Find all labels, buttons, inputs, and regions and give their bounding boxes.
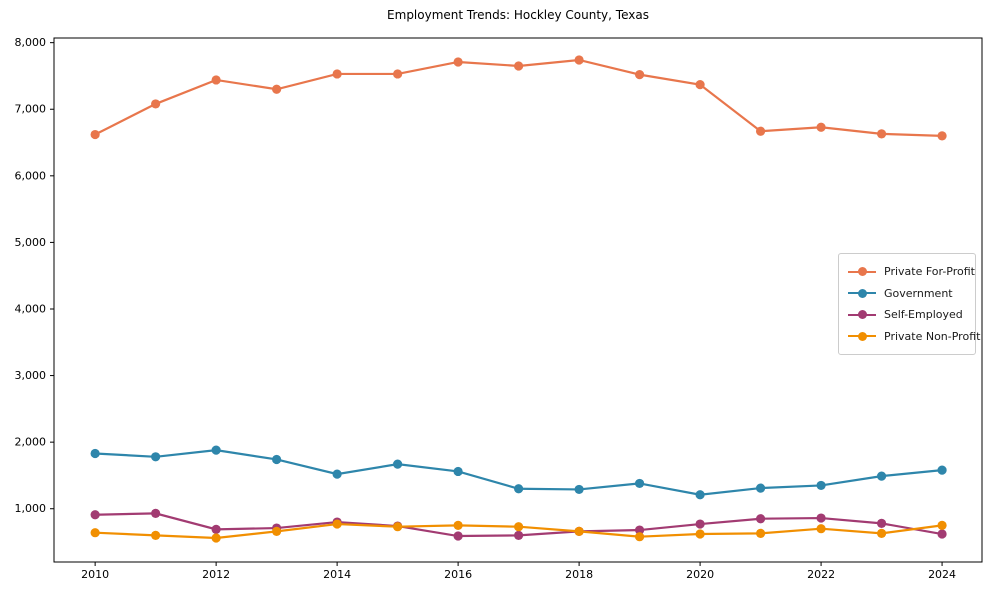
legend-marker-icon bbox=[848, 310, 876, 320]
data-point-government bbox=[574, 484, 584, 495]
data-point-self-employed bbox=[90, 510, 100, 520]
data-point-government bbox=[90, 448, 100, 459]
y-tick-label: 5,000 bbox=[15, 236, 47, 249]
data-point-private-for-profit bbox=[816, 122, 826, 132]
y-tick-label: 8,000 bbox=[15, 36, 47, 49]
x-tick-label: 2020 bbox=[686, 568, 714, 581]
y-tick-label: 2,000 bbox=[15, 436, 47, 449]
data-point-private-non-profit bbox=[272, 526, 282, 536]
data-point-private-non-profit bbox=[816, 524, 826, 534]
data-point-private-non-profit bbox=[151, 530, 161, 540]
data-point-government bbox=[816, 480, 826, 491]
x-tick-label: 2018 bbox=[565, 568, 593, 581]
legend-item-self-employed: Self-Employed bbox=[848, 304, 966, 326]
data-point-private-for-profit bbox=[151, 99, 161, 109]
legend-label: Private For-Profit bbox=[884, 265, 975, 279]
y-tick-label: 4,000 bbox=[15, 302, 47, 315]
data-point-government bbox=[211, 445, 221, 455]
x-tick-label: 2014 bbox=[323, 568, 351, 581]
legend-item-private-non-profit: Private Non-Profit bbox=[848, 326, 980, 348]
data-point-self-employed bbox=[755, 514, 766, 524]
data-point-government bbox=[876, 471, 887, 481]
data-point-private-for-profit bbox=[332, 69, 342, 79]
data-point-private-for-profit bbox=[634, 70, 645, 80]
data-point-self-employed bbox=[211, 524, 221, 534]
data-point-private-non-profit bbox=[755, 528, 766, 538]
data-point-private-for-profit bbox=[272, 84, 282, 94]
data-point-government bbox=[272, 454, 282, 465]
x-tick-label: 2016 bbox=[444, 568, 472, 581]
legend-marker-icon bbox=[848, 288, 876, 298]
data-point-private-for-profit bbox=[514, 61, 524, 71]
y-tick-label: 6,000 bbox=[15, 169, 47, 182]
data-point-private-non-profit bbox=[393, 522, 403, 532]
data-point-government bbox=[332, 469, 342, 479]
data-point-government bbox=[514, 484, 524, 494]
y-tick-label: 7,000 bbox=[15, 103, 47, 116]
data-point-government bbox=[151, 452, 161, 462]
data-point-private-for-profit bbox=[695, 80, 705, 90]
data-point-private-non-profit bbox=[90, 528, 100, 538]
data-point-government bbox=[634, 478, 645, 489]
data-point-government bbox=[695, 490, 705, 500]
data-point-private-for-profit bbox=[393, 69, 403, 79]
x-tick-label: 2024 bbox=[928, 568, 956, 581]
data-point-private-non-profit bbox=[514, 522, 524, 532]
data-point-private-for-profit bbox=[211, 75, 221, 85]
data-point-private-non-profit bbox=[332, 519, 342, 529]
data-point-government bbox=[393, 459, 403, 469]
data-point-self-employed bbox=[937, 529, 947, 539]
data-point-private-for-profit bbox=[755, 126, 766, 136]
y-tick-label: 1,000 bbox=[15, 502, 47, 515]
legend-item-government: Government bbox=[848, 283, 966, 305]
data-point-private-non-profit bbox=[574, 526, 584, 536]
legend: Private For-Profit Government Self-Employe… bbox=[838, 253, 980, 355]
legend-label: Government bbox=[884, 286, 953, 300]
chart-title: Employment Trends: Hockley County, Texas bbox=[387, 8, 649, 22]
data-point-private-for-profit bbox=[876, 129, 887, 139]
data-point-private-for-profit bbox=[90, 129, 100, 140]
data-point-government bbox=[937, 465, 947, 475]
data-point-private-non-profit bbox=[695, 529, 705, 539]
data-point-government bbox=[453, 466, 463, 477]
x-tick-label: 2022 bbox=[807, 568, 835, 581]
series-line-private-for-profit bbox=[94, 58, 943, 137]
data-point-private-for-profit bbox=[453, 57, 463, 67]
data-point-private-for-profit bbox=[574, 55, 584, 65]
x-tick-label: 2012 bbox=[202, 568, 230, 581]
data-point-self-employed bbox=[816, 513, 826, 523]
data-point-self-employed bbox=[634, 525, 645, 535]
data-point-government bbox=[755, 483, 766, 493]
data-point-private-for-profit bbox=[937, 131, 947, 141]
legend-label: Self-Employed bbox=[884, 308, 963, 322]
y-tick-label: 3,000 bbox=[15, 369, 47, 382]
plot-spines bbox=[53, 37, 983, 563]
legend-label: Private Non-Profit bbox=[884, 329, 981, 343]
data-point-self-employed bbox=[876, 518, 887, 528]
legend-marker-icon bbox=[848, 331, 876, 341]
data-point-self-employed bbox=[453, 531, 463, 541]
x-tick-label: 2010 bbox=[81, 568, 109, 581]
data-point-private-non-profit bbox=[453, 520, 463, 530]
data-point-self-employed bbox=[151, 508, 161, 518]
data-point-self-employed bbox=[514, 530, 524, 540]
data-point-private-non-profit bbox=[937, 520, 947, 530]
data-point-private-non-profit bbox=[211, 533, 221, 543]
legend-item-private-for-profit: Private For-Profit bbox=[848, 261, 975, 283]
legend-marker-icon bbox=[848, 267, 876, 277]
data-point-private-non-profit bbox=[634, 532, 645, 542]
data-point-self-employed bbox=[695, 519, 705, 529]
data-point-private-non-profit bbox=[876, 528, 887, 538]
